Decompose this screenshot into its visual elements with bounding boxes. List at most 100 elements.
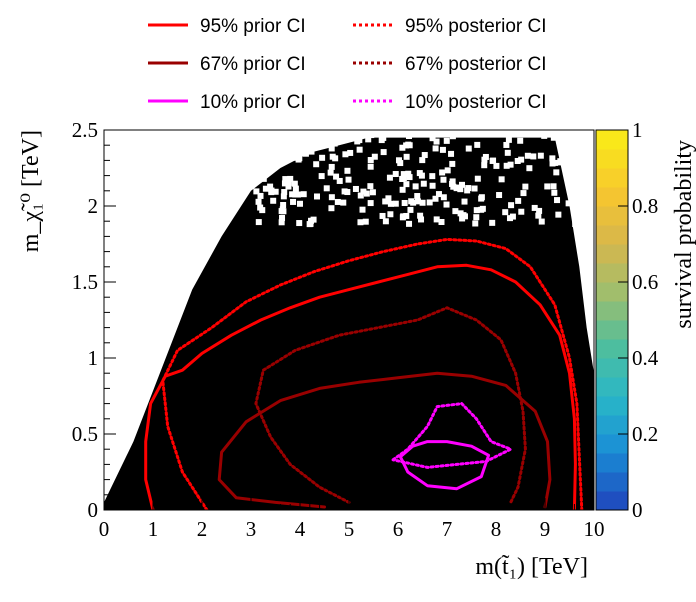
boundary-speck: [514, 157, 521, 164]
boundary-speck: [356, 137, 363, 144]
boundary-speck: [551, 189, 558, 196]
boundary-speck: [278, 208, 285, 215]
boundary-speck: [400, 213, 407, 220]
boundary-speck: [342, 151, 349, 158]
boundary-speck: [308, 217, 315, 224]
boundary-speck: [471, 185, 478, 192]
x-tick-label: 7: [442, 517, 453, 541]
boundary-speck: [432, 145, 439, 152]
boundary-speck: [281, 130, 288, 137]
colorbar-tick-label: 0.6: [632, 270, 658, 294]
allowed-area-right: [554, 130, 594, 510]
boundary-speck: [473, 214, 480, 221]
boundary-speck: [440, 176, 447, 183]
boundary-speck: [368, 132, 375, 139]
boundary-speck: [333, 173, 340, 180]
boundary-speck: [479, 205, 486, 212]
boundary-speck: [285, 183, 292, 190]
boundary-speck: [392, 200, 399, 207]
boundary-speck: [577, 148, 584, 155]
boundary-speck: [426, 199, 433, 206]
colorbar-tick-label: 0.2: [632, 422, 658, 446]
boundary-speck: [550, 183, 557, 190]
boundary-speck: [538, 218, 545, 225]
colorbar-segment: [596, 168, 628, 188]
boundary-speck: [443, 137, 450, 144]
boundary-speck: [408, 198, 415, 205]
boundary-speck: [313, 193, 320, 200]
boundary-speck: [440, 194, 447, 201]
boundary-speck: [515, 197, 522, 204]
boundary-speck: [535, 130, 542, 137]
contour-5: [391, 402, 513, 469]
boundary-speck: [530, 153, 537, 160]
boundary-speck: [549, 155, 556, 162]
boundary-speck: [295, 156, 302, 163]
boundary-speck: [432, 195, 439, 202]
boundary-speck: [387, 200, 394, 207]
x-tick-label: 6: [393, 517, 404, 541]
boundary-speck: [255, 198, 262, 205]
boundary-speck: [412, 183, 419, 190]
boundary-speck: [255, 219, 262, 226]
colorbar-tick-label: 0.8: [632, 194, 658, 218]
colorbar-segment: [596, 358, 628, 378]
boundary-speck: [571, 193, 578, 200]
boundary-speck: [564, 142, 571, 149]
boundary-speck: [344, 167, 351, 174]
boundary-speck: [360, 188, 367, 195]
boundary-speck: [268, 189, 275, 196]
x-tick-label: 4: [295, 517, 306, 541]
boundary-speck: [544, 183, 551, 190]
boundary-speck: [518, 156, 525, 163]
boundary-speck: [328, 163, 335, 170]
boundary-speck: [537, 152, 544, 159]
boundary-speck: [418, 216, 425, 223]
boundary-speck: [536, 207, 543, 214]
boundary-speck: [260, 169, 267, 176]
x-tick-label: 1: [148, 517, 159, 541]
colorbar-frame: [595, 129, 629, 511]
boundary-speck: [449, 133, 456, 140]
boundary-speck: [419, 157, 426, 164]
boundary-speck: [291, 139, 298, 146]
colorbar-segment: [596, 263, 628, 283]
boundary-speck: [408, 130, 415, 137]
boundary-speck: [465, 185, 472, 192]
boundary-speck: [443, 201, 450, 208]
boundary-speck: [280, 202, 287, 209]
boundary-speck: [504, 149, 511, 156]
y-axis: 0 0.5 1 1.5 2 2.5: [72, 118, 116, 522]
boundary-speck: [489, 157, 496, 164]
boundary-speck: [474, 141, 481, 148]
boundary-speck: [287, 175, 294, 182]
boundary-speck: [579, 170, 586, 177]
boundary-speck: [369, 189, 376, 196]
boundary-speck: [395, 157, 402, 164]
colorbar-segment: [596, 301, 628, 321]
boundary-speck: [407, 206, 414, 213]
boundary-speck: [503, 141, 510, 148]
boundary-speck: [452, 208, 459, 215]
boundary-speck: [291, 180, 298, 187]
boundary-speck: [344, 189, 351, 196]
x-tick-label: 5: [344, 517, 355, 541]
boundary-speck: [278, 219, 285, 226]
boundary-speck: [568, 132, 575, 139]
boundary-speck: [478, 194, 485, 201]
colorbar-segment: [596, 377, 628, 397]
contour-4: [398, 440, 491, 491]
boundary-speck: [367, 183, 374, 190]
boundary-speck: [296, 200, 303, 207]
boundary-speck: [399, 144, 406, 151]
boundary-speck: [403, 153, 410, 160]
boundary-speck: [429, 182, 436, 189]
boundary-speck: [439, 169, 446, 176]
boundary-speck: [576, 165, 583, 172]
boundary-speck: [272, 188, 279, 195]
boundary-speck: [414, 193, 421, 200]
boundary-speck: [526, 165, 533, 172]
legend-label: 67% prior CI: [200, 54, 306, 75]
boundary-speck: [505, 136, 512, 143]
boundary-speck: [472, 220, 479, 227]
